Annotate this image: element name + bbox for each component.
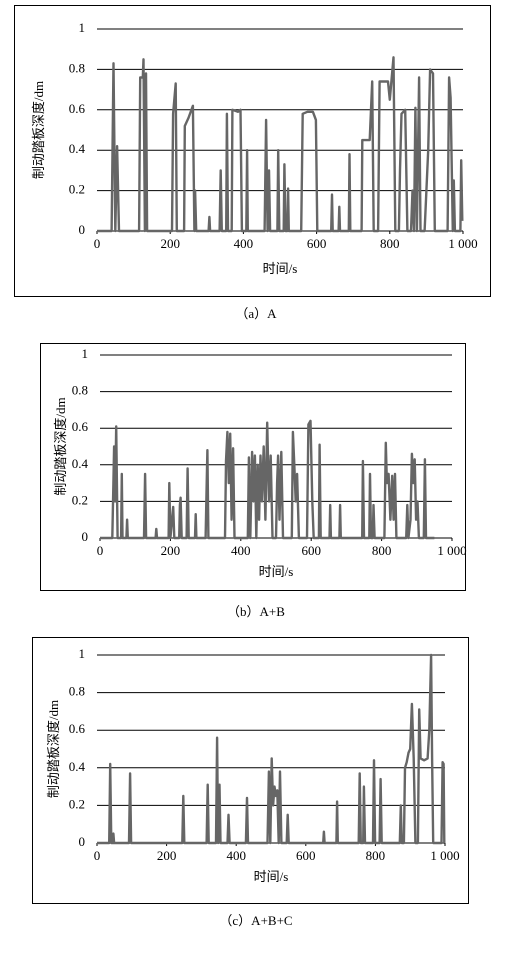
x-tick-label: 0 (97, 543, 104, 558)
x-axis-label: 时间/s (254, 869, 289, 884)
y-tick-label: 0.4 (69, 141, 86, 156)
x-tick-label: 1 000 (437, 543, 466, 558)
x-tick-label: 600 (307, 236, 327, 251)
chart-frame (40, 343, 466, 591)
x-axis-label: 时间/s (259, 564, 294, 579)
y-tick-label: 0.6 (69, 721, 86, 736)
x-tick-label: 0 (94, 236, 101, 251)
y-tick-label: 0.6 (72, 419, 89, 434)
x-tick-label: 400 (234, 236, 254, 251)
y-tick-label: 0.2 (69, 182, 85, 197)
y-axis-label: 制动踏板深度/dm (31, 81, 46, 179)
y-tick-label: 0 (79, 834, 86, 849)
y-tick-label: 0 (79, 222, 86, 237)
y-tick-label: 0.2 (69, 796, 85, 811)
y-tick-label: 0.8 (69, 684, 85, 699)
caption: （c）A+B+C (219, 913, 292, 928)
x-tick-label: 400 (231, 543, 251, 558)
y-tick-label: 0.4 (72, 456, 89, 471)
x-axis-label: 时间/s (263, 261, 298, 276)
y-tick-label: 0.6 (69, 101, 86, 116)
x-tick-label: 200 (161, 543, 181, 558)
x-tick-label: 600 (296, 848, 316, 863)
x-tick-label: 1 000 (448, 236, 477, 251)
y-tick-label: 0.2 (72, 492, 88, 507)
y-axis-label: 制动踏板深度/dm (53, 397, 68, 495)
x-tick-label: 400 (226, 848, 246, 863)
x-tick-label: 200 (157, 848, 177, 863)
x-tick-label: 800 (380, 236, 400, 251)
x-tick-label: 800 (372, 543, 392, 558)
x-tick-label: 200 (160, 236, 180, 251)
y-tick-label: 0.4 (69, 759, 86, 774)
data-line (97, 653, 446, 845)
data-line (97, 56, 464, 233)
y-tick-label: 0.8 (72, 383, 88, 398)
chart-frame (32, 637, 469, 904)
x-tick-label: 800 (366, 848, 386, 863)
chart-frame (14, 5, 491, 297)
y-tick-label: 1 (79, 646, 86, 661)
y-tick-label: 1 (79, 20, 86, 35)
caption: （b）A+B (227, 604, 285, 619)
y-tick-label: 0 (82, 529, 89, 544)
x-tick-label: 600 (301, 543, 321, 558)
data-line (100, 419, 435, 540)
y-tick-label: 0.8 (69, 60, 85, 75)
x-tick-label: 1 000 (430, 848, 459, 863)
x-tick-label: 0 (94, 848, 101, 863)
caption: （a）A (235, 306, 277, 321)
y-axis-label: 制动踏板深度/dm (46, 700, 61, 798)
y-tick-label: 1 (82, 346, 89, 361)
